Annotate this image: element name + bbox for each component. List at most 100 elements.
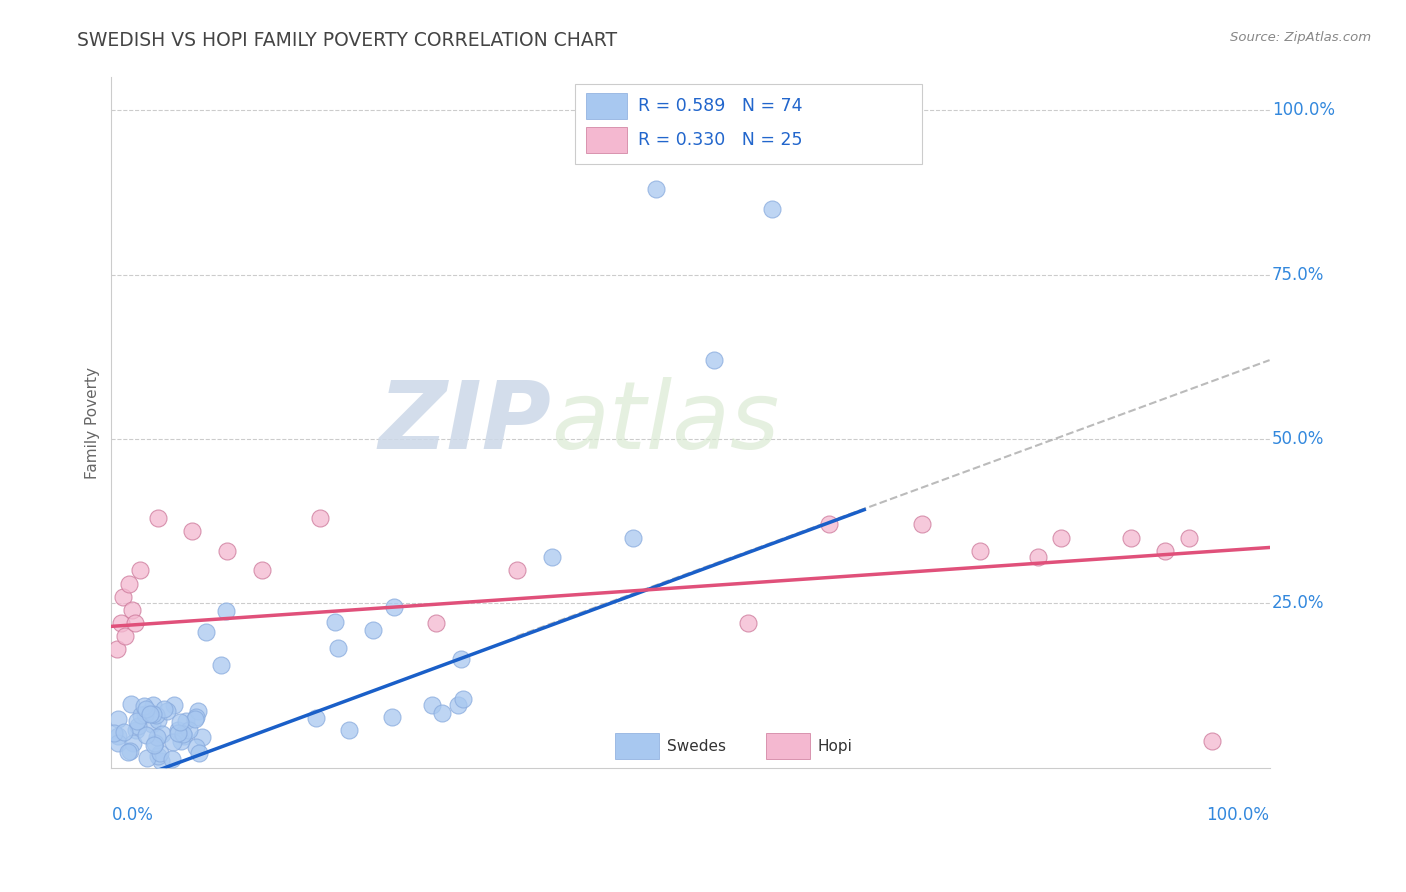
Point [125,714,148,729]
Text: 100.0%: 100.0% [1206,805,1270,823]
Point [163,698,186,712]
Point [114,629,136,643]
Point [430,706,453,720]
Point [1119,531,1142,545]
Point [150,754,173,768]
Text: R = 0.589   N = 74: R = 0.589 N = 74 [638,96,803,115]
Point [737,616,759,631]
Point [142,706,165,721]
Point [149,746,172,760]
Text: 0.0%: 0.0% [111,805,153,823]
Point [107,712,129,726]
Point [170,733,193,747]
Point [135,751,157,765]
Text: Hopi: Hopi [818,739,853,754]
Point [121,736,143,750]
Point [969,543,991,558]
Point [162,752,184,766]
Point [911,517,934,532]
Point [169,715,191,730]
Point [1050,531,1073,545]
Point [1177,531,1199,545]
Point [125,723,148,738]
Point [363,623,385,637]
Point [121,603,143,617]
Point [103,726,125,740]
Point [129,708,152,723]
Point [146,730,169,744]
Point [167,723,190,738]
Text: 50.0%: 50.0% [1272,430,1324,448]
Point [181,524,204,538]
Point [309,511,332,525]
Point [215,604,238,618]
Point [107,729,129,743]
Point [134,706,156,721]
Text: Swedes: Swedes [668,739,727,754]
Point [621,531,644,545]
Point [305,711,328,725]
Point [135,728,157,742]
Text: atlas: atlas [551,377,780,468]
Point [818,517,841,532]
Point [425,616,447,631]
Point [162,735,184,749]
Point [506,564,529,578]
Point [209,657,232,672]
FancyBboxPatch shape [575,85,922,164]
Point [703,353,725,368]
Point [120,744,142,758]
Point [110,616,132,631]
Point [217,543,239,558]
Point [150,727,173,741]
Point [111,590,134,604]
Point [173,729,195,743]
Point [138,706,160,721]
Point [540,550,562,565]
Point [120,697,142,711]
Point [188,747,211,761]
Point [1201,734,1223,748]
Point [142,738,165,752]
Point [187,704,209,718]
Point [450,652,472,666]
Point [112,725,135,739]
Text: 100.0%: 100.0% [1272,102,1334,120]
Point [381,710,404,724]
Point [761,202,783,216]
Point [167,726,190,740]
Point [146,748,169,763]
Point [172,727,194,741]
Point [156,704,179,718]
Text: SWEDISH VS HOPI FAMILY POVERTY CORRELATION CHART: SWEDISH VS HOPI FAMILY POVERTY CORRELATI… [77,31,617,50]
Point [451,691,474,706]
Point [1026,550,1049,565]
Point [153,701,176,715]
Point [382,599,405,614]
Text: 75.0%: 75.0% [1272,266,1324,284]
Point [118,576,141,591]
Point [146,713,169,727]
Point [105,642,128,657]
Point [177,723,200,738]
Point [134,698,156,713]
Point [250,564,273,578]
Point [447,698,470,712]
Point [184,710,207,724]
Text: Source: ZipAtlas.com: Source: ZipAtlas.com [1230,31,1371,45]
Point [107,736,129,750]
Point [135,702,157,716]
Point [191,730,214,744]
Point [143,736,166,750]
Point [124,616,146,631]
Point [174,714,197,728]
Text: 25.0%: 25.0% [1272,594,1324,612]
Point [184,740,207,755]
FancyBboxPatch shape [586,93,627,119]
Text: R = 0.330   N = 25: R = 0.330 N = 25 [638,131,803,149]
Y-axis label: Family Poverty: Family Poverty [86,367,100,479]
Point [145,708,167,723]
Point [146,511,169,525]
Point [644,182,666,196]
Text: ZIP: ZIP [378,376,551,468]
